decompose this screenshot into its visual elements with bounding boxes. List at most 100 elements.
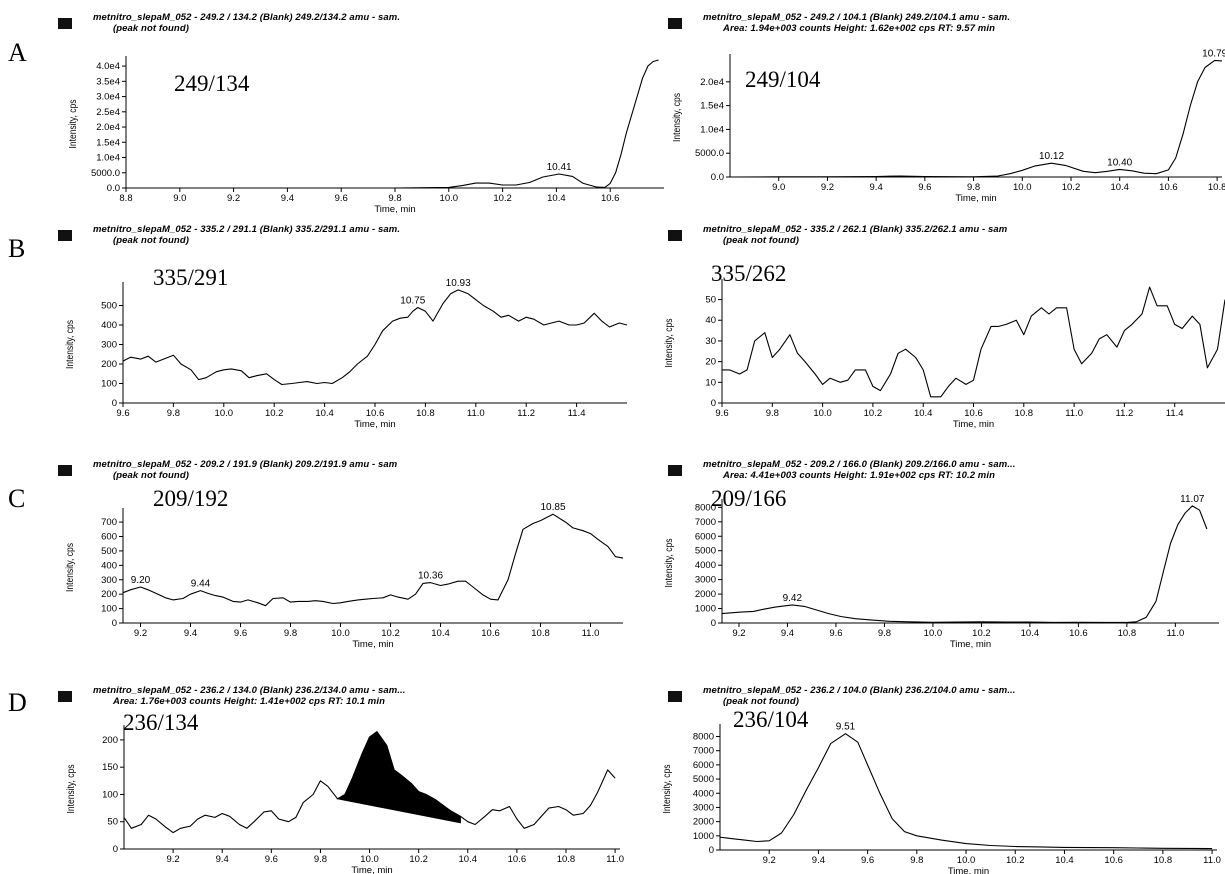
header-line-1: metnitro_slepaM_052 - 236.2 / 104.0 (Bla…	[703, 685, 1016, 696]
plot-svg: 0.0 5000.0 1.0e4 1.5e4 2.0e4 2.5e4 3.0e4 3.5e4 4…	[67, 56, 664, 215]
y-tick-label: 400	[101, 560, 117, 571]
chromatogram-trace	[122, 513, 624, 607]
y-tick-label: 8000	[695, 502, 716, 513]
y-tick-label: 600	[101, 532, 117, 543]
x-tick-label: 10.4	[1021, 628, 1040, 639]
plot-svg: 0 100 200 300 400 500 600 700 9.2 9.4 9.6 9.8 10.0 10…	[64, 486, 624, 650]
peak-rt-label: 10.12	[1039, 151, 1064, 162]
peak-rt-label: 9.44	[191, 579, 211, 590]
x-tick-label: 10.0	[440, 193, 459, 204]
y-tick-label: 7000	[693, 746, 714, 757]
header-line-2: (peak not found)	[723, 235, 800, 246]
y-tick-label: 6000	[695, 531, 716, 542]
y-tick-label: 10	[705, 377, 716, 388]
x-tick-label: 9.4	[781, 628, 794, 639]
y-tick-label: 2.5e4	[96, 107, 120, 118]
y-tick-label: 5000	[695, 546, 716, 557]
header-square-icon	[58, 691, 72, 702]
transition-label: 249/104	[745, 67, 821, 92]
x-tick-label: 10.6	[481, 628, 500, 639]
peak-rt-label: 10.75	[400, 295, 425, 306]
x-axis-title: Time, min	[948, 866, 989, 874]
x-tick-label: 10.6	[1069, 628, 1088, 639]
y-tick-label: 20	[705, 357, 716, 368]
x-tick-label: 9.2	[821, 182, 834, 193]
y-tick-label: 0	[711, 618, 716, 629]
y-tick-label: 1.0e4	[96, 153, 120, 164]
x-tick-label: 9.2	[227, 193, 240, 204]
transition-label: 335/262	[711, 261, 786, 286]
plot-svg: 0 1000 2000 3000 4000 5000 6000 7000 8000 9.2 9.4 9…	[663, 486, 1219, 650]
x-tick-label: 9.6	[861, 855, 874, 866]
y-tick-label: 0	[112, 398, 117, 409]
x-tick-label: 9.6	[829, 628, 842, 639]
x-tick-label: 11.2	[517, 408, 535, 419]
header-square-icon	[58, 465, 72, 476]
y-tick-label: 5000.0	[695, 148, 724, 159]
x-tick-label: 10.6	[1104, 855, 1123, 866]
y-axis-title: Intensity, cps	[661, 764, 672, 813]
chromatogram-panel: metnitro_slepaM_052 - 249.2 / 134.2 (Bla…	[38, 8, 664, 215]
y-tick-label: 3000	[695, 575, 716, 586]
x-tick-label: 9.2	[166, 854, 179, 865]
plot-svg: 0 1000 2000 3000 4000 5000 6000 7000 8000 9.2 9.4 9…	[661, 707, 1221, 874]
y-tick-label: 6000	[693, 760, 714, 771]
header-square-icon	[668, 230, 682, 241]
y-tick-label: 300	[101, 340, 117, 351]
x-tick-label: 9.8	[314, 854, 327, 865]
chromatogram-trace	[729, 59, 1223, 178]
x-tick-label: 10.4	[459, 854, 478, 865]
x-tick-label: 10.4	[1110, 182, 1129, 193]
x-tick-label: 11.0	[1166, 628, 1184, 639]
x-tick-label: 11.0	[1203, 855, 1221, 866]
header-square-icon	[58, 230, 72, 241]
y-axis-title: Intensity, cps	[663, 538, 674, 587]
x-tick-label: 9.8	[766, 408, 779, 419]
header-line-2: (peak not found)	[113, 23, 190, 34]
y-tick-label: 100	[101, 604, 117, 615]
y-axis-title: Intensity, cps	[65, 764, 76, 813]
header-line-1: metnitro_slepaM_052 - 249.2 / 104.1 (Bla…	[703, 12, 1011, 23]
y-tick-label: 30	[705, 336, 716, 347]
y-tick-label: 200	[101, 589, 117, 600]
x-axis-title: Time, min	[352, 639, 393, 650]
transition-label: 236/104	[733, 707, 809, 732]
header-line-2: (peak not found)	[113, 470, 190, 481]
y-axis-title: Intensity, cps	[671, 93, 682, 142]
header-square-icon	[668, 18, 682, 29]
y-tick-label: 50	[705, 295, 716, 306]
chromatogram-trace	[123, 731, 616, 834]
x-axis-title: Time, min	[374, 204, 415, 215]
header-line-2: Area: 4.41e+003 counts Height: 1.91e+002…	[723, 470, 996, 481]
x-tick-label: 10.8	[531, 628, 550, 639]
x-tick-label: 9.8	[910, 855, 923, 866]
transition-label: 335/291	[153, 265, 228, 290]
x-tick-label: 10.6	[508, 854, 527, 865]
y-axis-title: Intensity, cps	[67, 99, 78, 148]
chromatogram-panel: metnitro_slepaM_052 - 236.2 / 104.0 (Bla…	[648, 681, 1225, 874]
x-tick-label: 10.4	[1055, 855, 1074, 866]
y-axis-title: Intensity, cps	[64, 320, 75, 369]
y-tick-label: 200	[101, 359, 117, 370]
chromatogram-panel: metnitro_slepaM_052 - 335.2 / 291.1 (Bla…	[38, 220, 633, 430]
x-tick-label: 10.0	[1013, 182, 1032, 193]
header-line-1: metnitro_slepaM_052 - 249.2 / 134.2 (Bla…	[93, 12, 401, 23]
x-tick-label: 9.4	[216, 854, 229, 865]
x-tick-label: 10.6	[964, 408, 983, 419]
x-tick-label: 9.8	[388, 193, 401, 204]
chromatogram-panel: metnitro_slepaM_052 - 209.2 / 166.0 (Bla…	[648, 455, 1225, 667]
y-tick-label: 5000	[693, 774, 714, 785]
peak-rt-label: 10.36	[418, 571, 443, 582]
header-square-icon	[58, 18, 72, 29]
peak-rt-label: 9.42	[783, 593, 803, 604]
x-tick-label: 11.2	[1116, 408, 1134, 419]
peak-rt-label: 10.79	[1202, 48, 1225, 59]
x-axis-title: Time, min	[351, 865, 392, 874]
x-axis-title: Time, min	[354, 419, 395, 430]
transition-label: 236/134	[123, 710, 199, 735]
x-tick-label: 11.0	[606, 854, 624, 865]
header-square-icon	[668, 691, 682, 702]
x-tick-label: 10.2	[1062, 182, 1081, 193]
x-tick-label: 9.4	[281, 193, 294, 204]
